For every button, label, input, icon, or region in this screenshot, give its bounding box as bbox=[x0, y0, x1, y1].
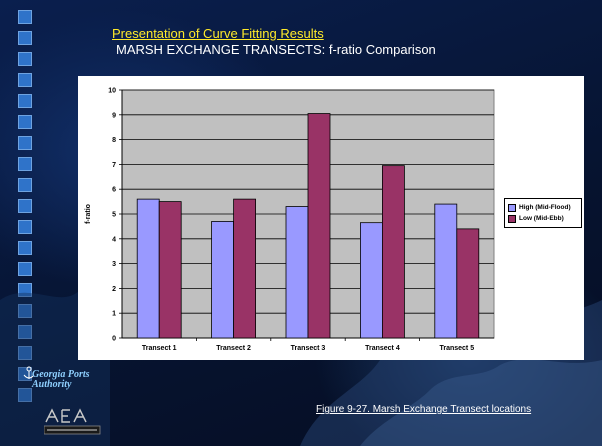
bar bbox=[158, 201, 182, 339]
logo-text: Georgia Ports Authority bbox=[32, 369, 90, 390]
bar bbox=[211, 221, 235, 339]
legend-item: Low (Mid-Ebb) bbox=[508, 213, 578, 224]
decor-block bbox=[18, 94, 32, 108]
bar bbox=[381, 165, 405, 339]
decor-block bbox=[18, 157, 32, 171]
firm-logo bbox=[43, 408, 114, 438]
legend-label: High (Mid-Flood) bbox=[519, 204, 571, 211]
y-tick-label: 3 bbox=[112, 261, 116, 268]
bar bbox=[307, 113, 331, 339]
y-tick-label: 8 bbox=[112, 137, 116, 144]
decor-block bbox=[18, 115, 32, 129]
bar bbox=[233, 198, 257, 339]
decor-block bbox=[18, 388, 32, 402]
x-tick-label: Transect 2 bbox=[216, 345, 251, 352]
x-tick-label: Transect 1 bbox=[142, 345, 177, 352]
x-tick-label: Transect 3 bbox=[291, 345, 326, 352]
slide-subtitle: MARSH EXCHANGE TRANSECTS: f-ratio Compar… bbox=[116, 42, 436, 57]
decor-block bbox=[18, 10, 32, 24]
decorative-blocks bbox=[18, 10, 40, 409]
chart-panel: 0 1 2 3 4 5 6 7 8 9 10 Transect 1 Transect 2 Transect… bbox=[78, 76, 584, 360]
y-tick-label: 9 bbox=[112, 112, 116, 119]
bar bbox=[136, 198, 160, 339]
x-tick-label: Transect 5 bbox=[439, 345, 474, 352]
decor-block bbox=[18, 178, 32, 192]
decor-block bbox=[18, 325, 32, 339]
firm-logo-mark bbox=[43, 408, 101, 435]
bar bbox=[285, 206, 309, 339]
decor-block bbox=[18, 73, 32, 87]
y-tick-label: 4 bbox=[112, 236, 116, 243]
y-tick-label: 2 bbox=[112, 286, 116, 293]
anchor-icon bbox=[23, 366, 35, 379]
legend-label: Low (Mid-Ebb) bbox=[519, 215, 564, 222]
decor-block bbox=[18, 304, 32, 318]
bar bbox=[359, 222, 383, 339]
bar-chart: 0 1 2 3 4 5 6 7 8 9 10 Transect 1 Transect 2 Transect… bbox=[85, 88, 495, 352]
y-tick-label: 1 bbox=[112, 311, 116, 318]
legend-item: High (Mid-Flood) bbox=[508, 202, 578, 213]
decor-block bbox=[18, 199, 32, 213]
y-tick-label: 7 bbox=[112, 162, 116, 169]
slide-title[interactable]: Presentation of Curve Fitting Results bbox=[112, 26, 324, 41]
decor-block bbox=[18, 136, 32, 150]
decor-block bbox=[18, 346, 32, 360]
decor-block bbox=[18, 31, 32, 45]
y-tick-label: 6 bbox=[112, 187, 116, 194]
decor-block bbox=[18, 241, 32, 255]
decor-block bbox=[18, 262, 32, 276]
chart-legend: High (Mid-Flood) Low (Mid-Ebb) bbox=[504, 198, 582, 228]
y-tick-label: 10 bbox=[108, 88, 116, 95]
y-tick-label: 0 bbox=[112, 336, 116, 343]
decor-block bbox=[18, 220, 32, 234]
bar bbox=[456, 228, 480, 339]
bar bbox=[434, 203, 458, 339]
y-tick-label: 5 bbox=[112, 212, 116, 219]
y-axis-label: f-ratio bbox=[85, 204, 92, 224]
decor-block bbox=[18, 52, 32, 66]
x-tick-label: Transect 4 bbox=[365, 345, 400, 352]
legend-swatch bbox=[508, 214, 516, 223]
figure-caption[interactable]: Figure 9-27. Marsh Exchange Transect loc… bbox=[316, 404, 532, 415]
decor-block bbox=[18, 283, 32, 297]
legend-swatch bbox=[508, 203, 516, 212]
